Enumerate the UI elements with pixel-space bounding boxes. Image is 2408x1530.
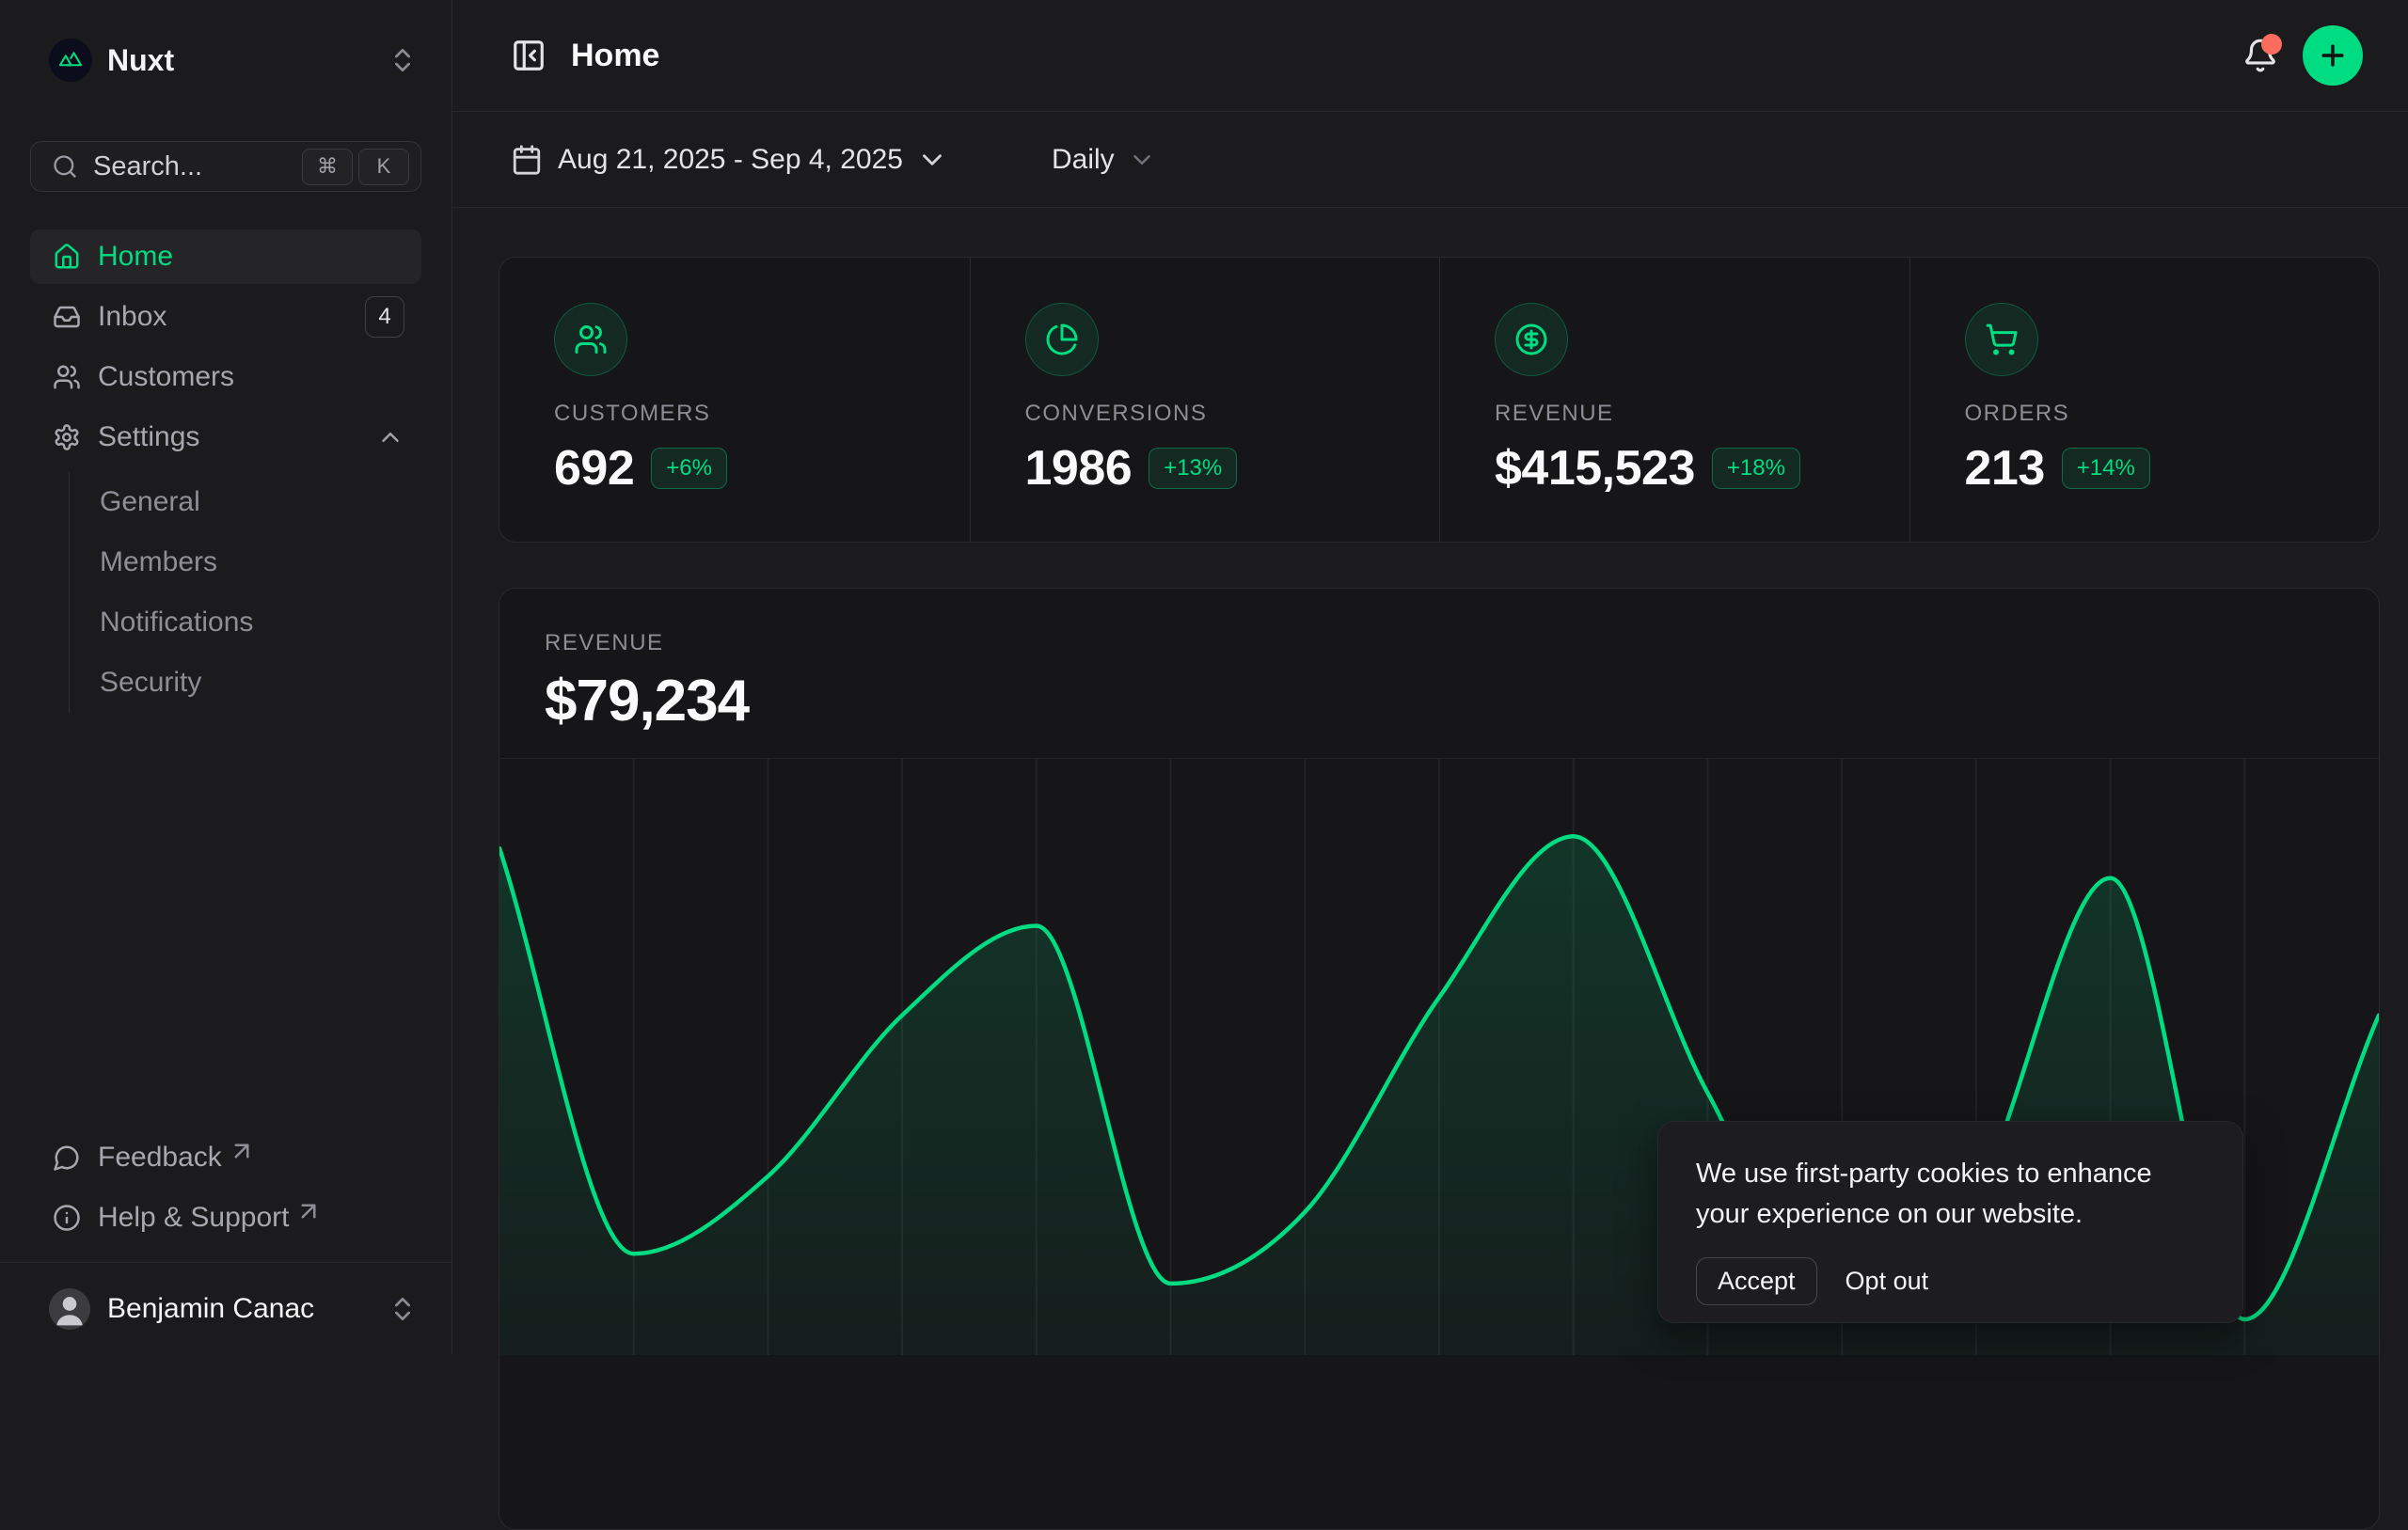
stat-orders[interactable]: ORDERS 213 +14% <box>1909 258 2380 542</box>
external-link-arrow-icon <box>228 1137 256 1165</box>
stat-revenue[interactable]: REVENUE $415,523 +18% <box>1439 258 1909 542</box>
stat-value: 1986 <box>1024 441 1133 496</box>
kbd-k: K <box>358 148 409 185</box>
house-icon <box>53 243 81 271</box>
help-support-link[interactable]: Help & Support <box>30 1191 421 1245</box>
revenue-chart-label: REVENUE <box>545 630 664 655</box>
feedback-link[interactable]: Feedback <box>30 1130 421 1185</box>
add-button[interactable] <box>2303 25 2363 86</box>
stat-delta-badge: +6% <box>651 448 727 489</box>
date-range-picker[interactable]: Aug 21, 2025 - Sep 4, 2025 <box>511 144 948 176</box>
chevron-down-icon <box>1128 146 1156 174</box>
stat-label: REVENUE <box>1495 401 1614 426</box>
search-placeholder: Search... <box>93 150 203 181</box>
stat-customers[interactable]: CUSTOMERS 692 +6% <box>499 258 970 542</box>
avatar <box>49 1287 90 1330</box>
pie-chart-icon <box>1024 303 1099 376</box>
circle-dollar-icon <box>1495 303 1568 376</box>
panel-left-close-icon[interactable] <box>511 38 547 73</box>
message-bubble-icon <box>53 1144 81 1172</box>
stat-delta-badge: +14% <box>2061 448 2150 489</box>
sidebar-item-members[interactable]: Members <box>100 546 218 577</box>
filters-toolbar: Aug 21, 2025 - Sep 4, 2025 Daily <box>452 112 2408 208</box>
period-value: Daily <box>1051 143 1115 175</box>
sidebar-item-home[interactable]: Home <box>30 229 421 284</box>
users-icon <box>53 363 81 391</box>
notification-dot <box>2261 34 2282 55</box>
inbox-icon <box>53 303 81 331</box>
search-icon <box>52 153 78 180</box>
workspace-name: Nuxt <box>107 42 175 77</box>
user-menu[interactable]: Benjamin Canac <box>0 1262 452 1354</box>
stat-label: ORDERS <box>1964 401 2070 426</box>
sidebar-item-inbox[interactable]: Inbox 4 <box>30 290 421 344</box>
accept-button[interactable]: Accept <box>1696 1257 1817 1305</box>
sidebar-spacer <box>0 713 452 1130</box>
revenue-chart-header: REVENUE $79,234 <box>499 589 2379 734</box>
chevron-up-icon <box>376 423 404 451</box>
sidebar-item-general[interactable]: General <box>100 486 200 517</box>
sidebar-footer: Feedback Help & Support <box>30 1130 421 1245</box>
users-icon <box>554 303 627 376</box>
chart-area-fill <box>499 836 2379 1355</box>
chevrons-up-down-icon <box>388 45 418 75</box>
stat-value: $415,523 <box>1495 441 1695 496</box>
sidebar: Nuxt Search... ⌘ K Home Inbox 4 <box>0 0 452 1354</box>
user-name: Benjamin Canac <box>107 1292 315 1324</box>
opt-out-button[interactable]: Opt out <box>1845 1267 1929 1295</box>
gear-icon <box>53 423 81 451</box>
date-range-value: Aug 21, 2025 - Sep 4, 2025 <box>558 143 903 175</box>
page-title: Home <box>571 37 660 73</box>
calendar-icon <box>511 144 543 176</box>
cookie-banner: We use first-party cookies to enhance yo… <box>1657 1121 2243 1323</box>
stat-conversions[interactable]: CONVERSIONS 1986 +13% <box>969 258 1440 542</box>
stat-delta-badge: +13% <box>1149 448 1238 489</box>
stat-value: 692 <box>554 441 635 496</box>
stat-delta-badge: +18% <box>1711 448 1800 489</box>
chevrons-up-down-icon <box>388 1294 418 1324</box>
stat-label: CONVERSIONS <box>1024 401 1208 426</box>
stat-label: CUSTOMERS <box>554 401 711 426</box>
kbd-cmd: ⌘ <box>302 148 353 185</box>
notifications-bell-button[interactable] <box>2242 34 2282 73</box>
sidebar-item-security[interactable]: Security <box>100 667 202 698</box>
workspace-selector[interactable]: Nuxt <box>0 0 452 120</box>
info-circle-icon <box>53 1204 81 1232</box>
chevron-down-icon <box>916 144 948 176</box>
nuxt-logo-icon <box>49 39 92 82</box>
sidebar-item-settings[interactable]: Settings <box>30 410 421 465</box>
external-link-arrow-icon <box>294 1197 323 1225</box>
revenue-chart-card: REVENUE $79,234 <box>499 588 2380 1530</box>
page-header: Home <box>452 0 2408 112</box>
stat-value: 213 <box>1964 441 2046 496</box>
period-select[interactable]: Daily <box>1052 144 1156 176</box>
inbox-count-badge: 4 <box>365 296 404 338</box>
shopping-cart-icon <box>1964 303 2038 376</box>
sidebar-nav: Home Inbox 4 Customers Settings Ge <box>30 229 421 713</box>
sidebar-item-customers[interactable]: Customers <box>30 350 421 404</box>
cookie-message: We use first-party cookies to enhance yo… <box>1696 1159 2152 1229</box>
stats-summary-card: CUSTOMERS 692 +6% CONVERSIONS 1986 +13% … <box>499 257 2380 543</box>
cookie-actions: Accept Opt out <box>1696 1257 2205 1305</box>
sidebar-item-notifications[interactable]: Notifications <box>100 607 254 638</box>
revenue-chart-total: $79,234 <box>545 669 750 733</box>
chart-line <box>499 834 2379 1322</box>
settings-subnav: General Members Notifications Security <box>69 472 421 713</box>
search-input[interactable]: Search... ⌘ K <box>30 141 421 192</box>
